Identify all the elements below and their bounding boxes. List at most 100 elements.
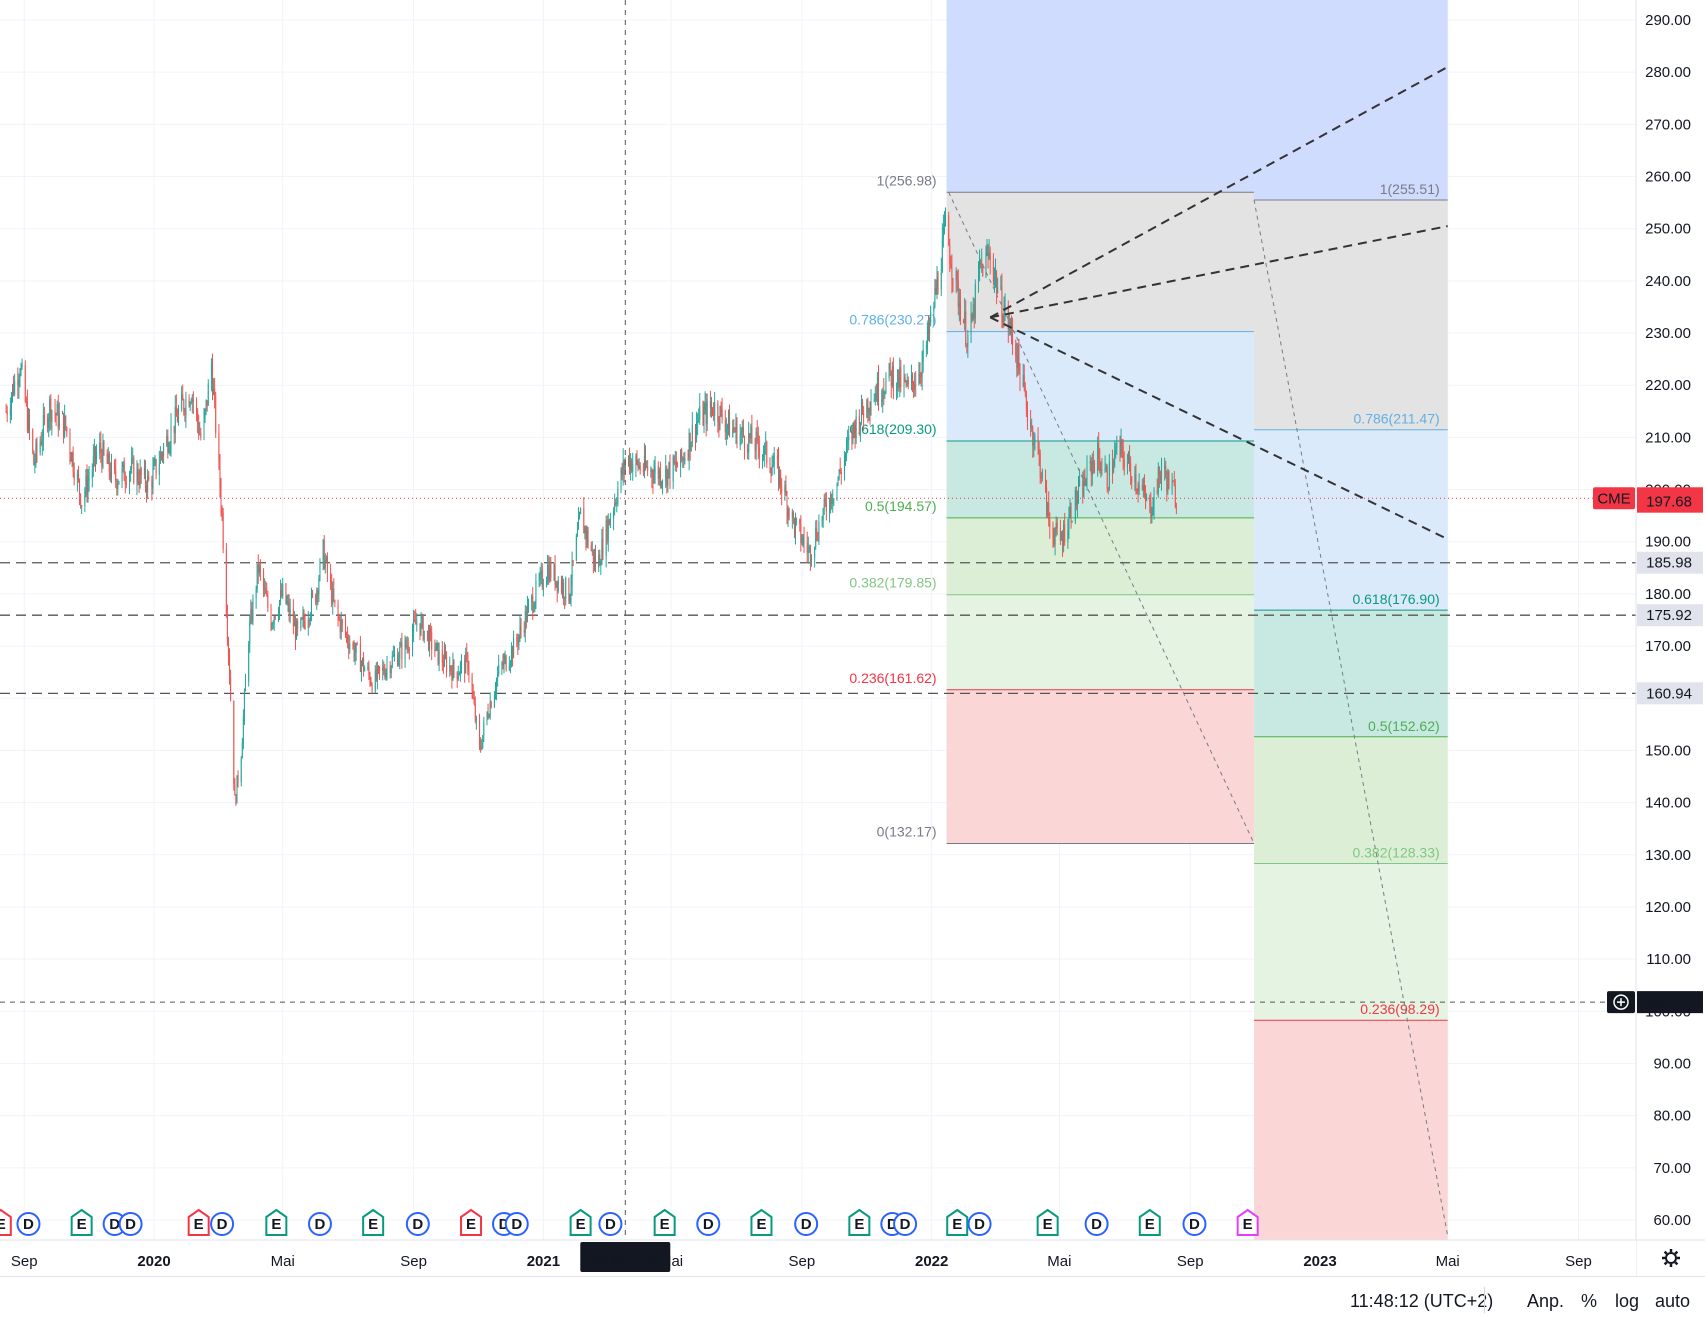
candle-body [683, 458, 685, 462]
candle-body [167, 435, 169, 453]
candle-body [1113, 465, 1115, 473]
candle-body [890, 370, 892, 386]
earnings-marker[interactable] [1138, 1208, 1161, 1236]
earnings-marker[interactable] [362, 1208, 385, 1236]
dividend-marker[interactable] [1084, 1212, 1109, 1236]
candle-body [1097, 442, 1099, 472]
candle-body [921, 361, 923, 377]
candle-body [624, 462, 626, 470]
candle-body [846, 442, 848, 454]
candle-body [405, 639, 407, 648]
candle-body [891, 365, 893, 386]
candle-body [709, 401, 711, 409]
candle-body [453, 660, 455, 672]
candle-body [446, 657, 448, 672]
dividend-marker[interactable] [696, 1212, 721, 1236]
candle-body [937, 276, 939, 290]
candle-body [1039, 453, 1041, 478]
candle-body [825, 502, 827, 512]
candle-body [1135, 474, 1137, 489]
earnings-marker[interactable] [1236, 1208, 1259, 1236]
dividend-marker[interactable] [307, 1212, 332, 1236]
dividend-marker[interactable] [118, 1212, 143, 1236]
candle-body [1152, 508, 1154, 514]
candle-body [617, 488, 619, 504]
candle-body [800, 524, 802, 543]
gear-icon[interactable] [1662, 1249, 1680, 1267]
candle-body [758, 447, 760, 458]
earnings-marker[interactable] [187, 1208, 210, 1236]
candle-body [218, 432, 220, 459]
candle-body [855, 416, 857, 438]
candle-body [309, 615, 311, 621]
candle-body [1167, 471, 1169, 492]
dividend-marker[interactable] [405, 1212, 430, 1236]
candle-body [225, 548, 227, 616]
percent-toggle[interactable]: % [1581, 1291, 1598, 1311]
candle-body [1156, 489, 1158, 493]
time-tick-label: Mai [271, 1253, 295, 1270]
candle-body [956, 271, 958, 282]
dividend-marker[interactable] [893, 1212, 918, 1236]
candle-body [242, 716, 244, 743]
candle-body [848, 435, 850, 441]
dividend-marker[interactable] [967, 1212, 992, 1236]
candle-body [368, 667, 370, 675]
candle-body [742, 426, 744, 437]
candle-body [831, 494, 833, 504]
earnings-marker[interactable] [460, 1208, 483, 1236]
price-chart[interactable]: 1(256.98) 0.786(230.27) 0.618(209.30) 0.5(1… [0, 0, 1705, 1276]
earnings-marker[interactable] [946, 1208, 969, 1236]
earnings-marker[interactable] [569, 1208, 592, 1236]
dividend-marker[interactable] [210, 1212, 235, 1236]
adjust-toggle[interactable]: Anp. [1527, 1291, 1565, 1311]
candle-body [1175, 506, 1177, 509]
candle-body [1063, 524, 1065, 546]
candle-body [1172, 480, 1174, 482]
dividend-marker[interactable] [1182, 1212, 1207, 1236]
earnings-marker[interactable] [750, 1208, 773, 1236]
candle-body [364, 668, 366, 671]
candle-body [839, 469, 841, 473]
candle-body [169, 445, 171, 451]
candle-body [950, 263, 952, 269]
candle-body [69, 432, 71, 455]
price-label-text: 160.94 [1646, 685, 1692, 702]
dividend-marker[interactable] [16, 1212, 41, 1236]
earnings-marker[interactable] [70, 1208, 93, 1236]
auto-toggle[interactable]: auto [1655, 1291, 1691, 1311]
earnings-marker[interactable] [848, 1208, 871, 1236]
dividend-marker[interactable] [504, 1212, 529, 1236]
candle-body [1070, 507, 1072, 522]
dividend-marker[interactable] [794, 1212, 819, 1236]
candle-body [99, 442, 101, 453]
candle-body [423, 630, 425, 640]
candle-body [518, 635, 520, 646]
earnings-marker[interactable] [1036, 1208, 1059, 1236]
candle-body [629, 456, 631, 471]
candle-body [958, 302, 960, 308]
candle-body [627, 456, 629, 463]
candle-body [903, 377, 905, 388]
candle-body [255, 589, 257, 599]
candle-body [383, 666, 385, 673]
earnings-marker[interactable] [653, 1208, 676, 1236]
candle-body [252, 598, 254, 621]
candle-body [997, 287, 999, 293]
fib-retracement-level-label: 0.382(179.85) [849, 575, 936, 591]
candle-body [606, 520, 608, 541]
event-marker-letter: E [756, 1216, 766, 1233]
dividend-marker[interactable] [598, 1212, 623, 1236]
candle-body [1017, 344, 1019, 369]
earnings-marker[interactable] [265, 1208, 288, 1236]
candle-body [19, 373, 21, 380]
candle-body [1023, 374, 1025, 388]
log-toggle[interactable]: log [1615, 1291, 1640, 1311]
candle-body [631, 460, 633, 472]
earnings-marker[interactable] [0, 1208, 12, 1236]
candle-body [1018, 344, 1020, 366]
candle-body [907, 380, 909, 384]
candle-body [993, 275, 995, 281]
candle-body [959, 302, 961, 321]
candle-body [101, 453, 103, 467]
